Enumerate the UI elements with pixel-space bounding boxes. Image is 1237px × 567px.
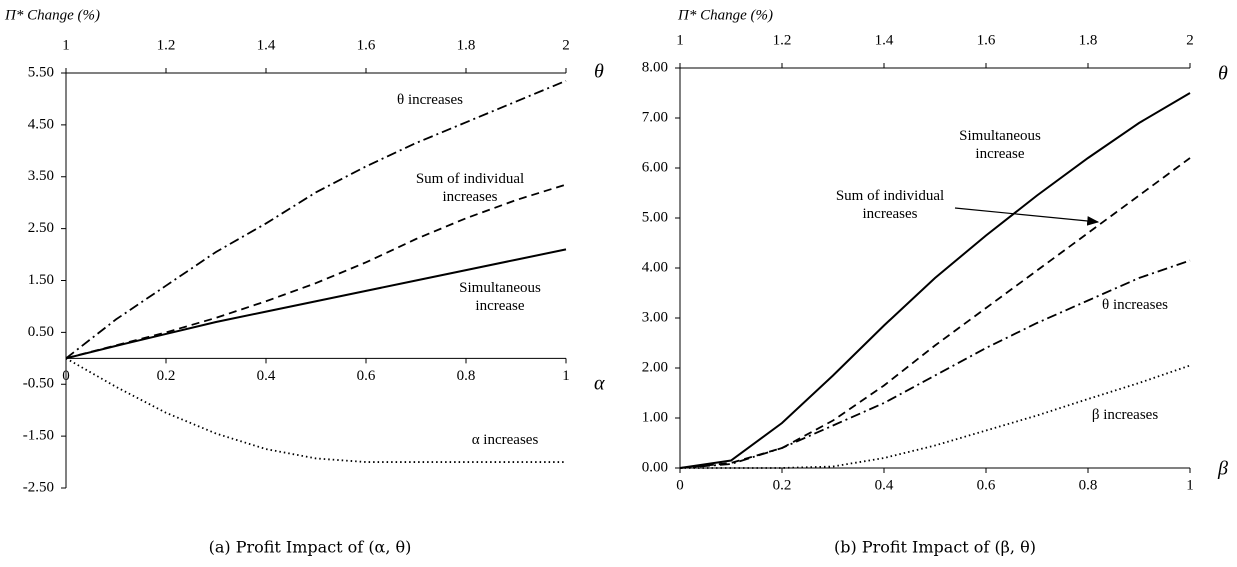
x-tick-label: 0.6 [357, 368, 376, 384]
x-tick-label: 0.4 [257, 368, 276, 384]
x-tick-label: 0.8 [457, 368, 476, 384]
x-tick-label: 0 [676, 477, 684, 493]
x-axis-symbol: α [594, 373, 605, 395]
y-tick-label: 5.50 [28, 64, 54, 80]
x-tick-label: 1 [1186, 477, 1194, 493]
series-label: θ increases [1102, 297, 1168, 313]
series-label: α increases [471, 432, 539, 448]
x2-tick-label: 1 [676, 32, 684, 48]
x2-tick-label: 1.8 [1079, 32, 1098, 48]
x2-tick-label: 2 [1186, 32, 1194, 48]
y-tick-label: 5.00 [642, 209, 668, 225]
y-axis-label: Π* Change (%) [4, 7, 100, 23]
y-tick-label: 1.00 [642, 409, 668, 425]
x2-tick-label: 1.4 [875, 32, 894, 48]
y-tick-label: -0.50 [23, 376, 54, 392]
series-line [65, 79, 567, 360]
y-tick-label: 0.50 [28, 324, 54, 340]
x-tick-label: 0.6 [977, 477, 996, 493]
x-tick-label: 0.4 [875, 477, 894, 493]
x-tick-label: 0.8 [1079, 477, 1098, 493]
series-label: Sum of individual increases [835, 188, 945, 222]
series-line [679, 259, 1191, 469]
y-tick-label: 2.50 [28, 220, 54, 236]
series-line [65, 357, 566, 463]
y-tick-label: 3.50 [28, 168, 54, 184]
y-tick-label: 6.00 [642, 159, 668, 175]
y-tick-label: 7.00 [642, 109, 668, 125]
series-label: Simultaneous increase [959, 128, 1041, 162]
y-tick-label: 8.00 [642, 59, 668, 75]
series-line [680, 364, 1191, 469]
series-line [679, 92, 1191, 469]
x-tick-label: 1 [562, 368, 570, 384]
caption: (a) Profit Impact of (α, θ) [209, 538, 412, 557]
series-label: Simultaneous increase [459, 280, 541, 314]
series-line [65, 248, 567, 360]
y-tick-label: 4.00 [642, 259, 668, 275]
y-tick-label: 3.00 [642, 309, 668, 325]
x-tick-label: 0.2 [157, 368, 176, 384]
caption: (b) Profit Impact of (β, θ) [834, 538, 1036, 557]
y-tick-label: -1.50 [23, 428, 54, 444]
series-label: β increases [1091, 407, 1159, 423]
x2-tick-label: 1.6 [357, 37, 376, 53]
x-axis-symbol: β [1217, 458, 1228, 480]
y-tick-label: 2.00 [642, 359, 668, 375]
y-axis-label: Π* Change (%) [677, 7, 773, 23]
x2-tick-label: 1.8 [457, 37, 476, 53]
series-label: Sum of individual increases [415, 171, 525, 205]
series-line [65, 183, 567, 360]
y-tick-label: 1.50 [28, 272, 54, 288]
series-label: θ increases [397, 92, 463, 108]
y-tick-label: 4.50 [28, 116, 54, 132]
series-line [679, 157, 1191, 469]
x2-tick-label: 1.4 [257, 37, 276, 53]
x2-tick-label: 1 [62, 37, 70, 53]
x-tick-label: 0.2 [773, 477, 792, 493]
x2-tick-label: 1.2 [157, 37, 176, 53]
x2-axis-symbol: θ [1218, 63, 1228, 85]
x2-axis-symbol: θ [594, 61, 604, 83]
x2-tick-label: 1.6 [977, 32, 996, 48]
y-tick-label: 0.00 [642, 459, 668, 475]
x2-tick-label: 2 [562, 37, 570, 53]
annotation-arrow [954, 207, 1100, 226]
x-tick-label: 0 [62, 368, 70, 384]
x2-tick-label: 1.2 [773, 32, 792, 48]
y-tick-label: -2.50 [23, 479, 54, 495]
